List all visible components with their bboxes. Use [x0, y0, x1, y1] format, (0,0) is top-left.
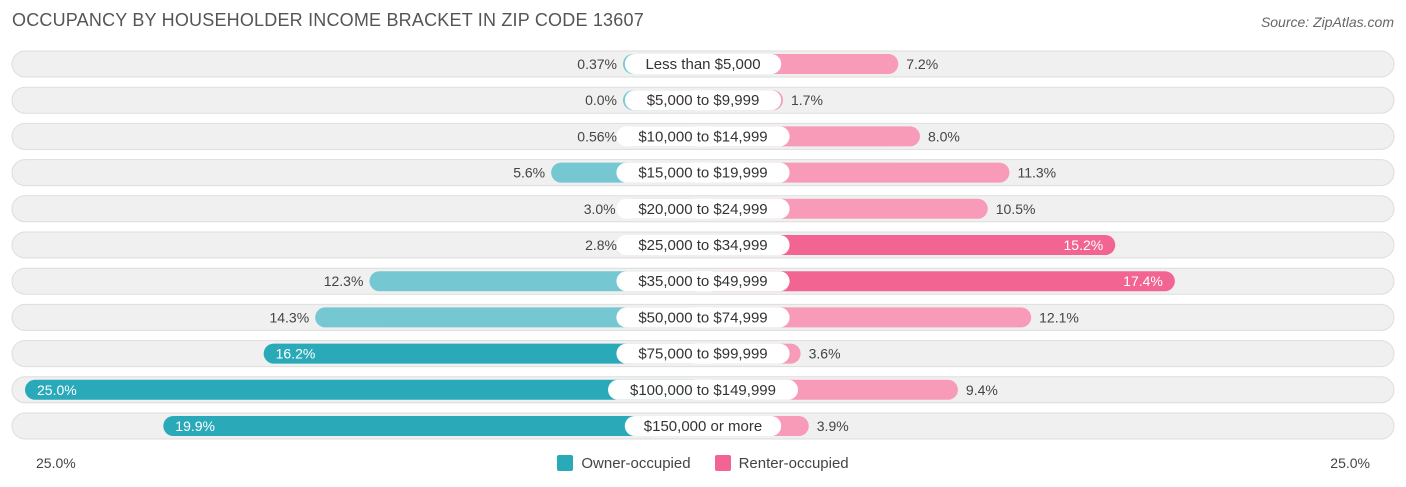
- category-label: $75,000 to $99,999: [638, 346, 767, 363]
- value-label-owner: 25.0%: [37, 382, 77, 398]
- value-label-owner: 2.8%: [585, 237, 617, 253]
- chart-title: OCCUPANCY BY HOUSEHOLDER INCOME BRACKET …: [12, 10, 644, 30]
- bar-owner-occupied[interactable]: [25, 379, 703, 400]
- value-label-owner: 19.9%: [175, 418, 215, 434]
- bar-renter-occupied[interactable]: [703, 235, 1116, 255]
- value-label-renter: 8.0%: [928, 128, 960, 144]
- legend-swatch-renter: [714, 455, 731, 471]
- chart-row: 14.3% 12.1% $50,000 to $74,999: [11, 303, 1395, 331]
- legend-item-owner[interactable]: Owner-occupied: [557, 454, 691, 472]
- chart-source: Source: ZipAtlas.com: [1260, 14, 1394, 30]
- category-label: $150,000 or more: [644, 418, 762, 435]
- category-label: Less than $5,000: [645, 56, 760, 73]
- value-label-owner: 0.0%: [585, 92, 617, 108]
- value-label-renter: 3.9%: [817, 418, 849, 434]
- value-label-owner: 3.0%: [584, 201, 616, 217]
- value-label-renter: 1.7%: [791, 92, 823, 108]
- chart-row: 5.6% 11.3% $15,000 to $19,999: [11, 159, 1395, 187]
- category-pill: [624, 416, 782, 436]
- category-label: $5,000 to $9,999: [647, 92, 760, 109]
- legend-label-owner: Owner-occupied: [581, 454, 691, 472]
- category-pill: [608, 379, 798, 400]
- value-label-owner: 0.37%: [577, 56, 617, 72]
- legend-item-renter[interactable]: Renter-occupied: [714, 454, 849, 472]
- value-label-renter: 11.3%: [1017, 165, 1056, 181]
- bar-renter-occupied[interactable]: [703, 271, 1175, 292]
- value-label-owner: 0.56%: [577, 128, 617, 144]
- category-label: $35,000 to $49,999: [638, 273, 767, 290]
- value-label-renter: 3.6%: [809, 346, 841, 362]
- axis-right-label: 25.0%: [1330, 455, 1370, 471]
- category-label: $15,000 to $19,999: [638, 165, 767, 182]
- bar-owner-occupied[interactable]: [163, 416, 703, 436]
- value-label-renter: 9.4%: [966, 382, 998, 398]
- value-label-renter: 17.4%: [1123, 273, 1163, 289]
- chart-row: 0.0% 1.7% $5,000 to $9,999: [11, 86, 1395, 114]
- value-label-owner: 5.6%: [513, 165, 545, 181]
- category-pill: [616, 343, 790, 364]
- category-pill: [616, 235, 790, 255]
- category-label: $50,000 to $74,999: [638, 309, 767, 326]
- category-pill: [616, 162, 790, 183]
- chart-row: 0.56% 8.0% $10,000 to $14,999: [11, 122, 1395, 150]
- bar-owner-occupied[interactable]: [315, 307, 703, 328]
- chart-row: 25.0% 9.4% $100,000 to $149,999: [11, 376, 1395, 404]
- category-label: $100,000 to $149,999: [630, 382, 776, 399]
- axis-left-label: 25.0%: [36, 455, 76, 471]
- value-label-owner: 16.2%: [276, 346, 316, 362]
- chart-row: 16.2% 3.6% $75,000 to $99,999: [11, 340, 1395, 368]
- chart-row: 19.9% 3.9% $150,000 or more: [11, 412, 1395, 440]
- chart-row: 3.0% 10.5% $20,000 to $24,999: [11, 195, 1395, 223]
- category-pill: [616, 126, 790, 147]
- value-label-renter: 15.2%: [1064, 237, 1104, 253]
- category-label: $20,000 to $24,999: [638, 201, 767, 218]
- value-label-renter: 10.5%: [996, 201, 1036, 217]
- chart-row: 2.8% 15.2% $25,000 to $34,999: [11, 231, 1395, 259]
- legend-label-renter: Renter-occupied: [738, 454, 849, 472]
- category-pill: [616, 198, 790, 219]
- value-label-owner: 14.3%: [269, 309, 309, 325]
- legend-swatch-owner: [557, 455, 574, 471]
- bar-owner-occupied[interactable]: [263, 343, 703, 364]
- value-label-renter: 7.2%: [906, 56, 938, 72]
- category-pill: [616, 271, 790, 292]
- category-label: $10,000 to $14,999: [638, 128, 767, 145]
- legend: Owner-occupied Renter-occupied: [0, 453, 1406, 473]
- category-pill: [624, 90, 782, 111]
- value-label-owner: 12.3%: [324, 273, 364, 289]
- category-label: $25,000 to $34,999: [638, 237, 767, 254]
- value-label-renter: 12.1%: [1039, 309, 1079, 325]
- chart-row: 0.37% 7.2% Less than $5,000: [11, 50, 1395, 78]
- category-pill: [616, 307, 790, 328]
- category-pill: [624, 54, 782, 74]
- chart-row: 12.3% 17.4% $35,000 to $49,999: [11, 267, 1395, 295]
